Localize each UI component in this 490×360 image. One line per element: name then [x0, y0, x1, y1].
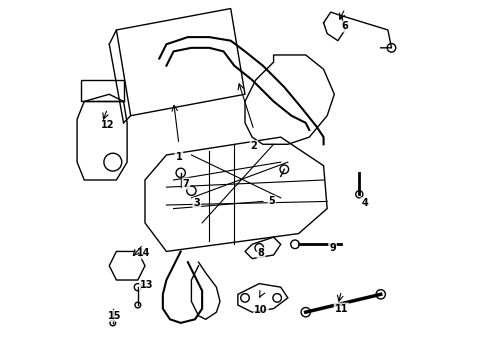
Text: 5: 5 [269, 197, 275, 206]
Text: 2: 2 [250, 141, 257, 151]
Text: 4: 4 [361, 198, 368, 208]
Text: 7: 7 [183, 179, 190, 189]
Text: 9: 9 [329, 243, 336, 253]
Text: 10: 10 [254, 305, 268, 315]
Text: 3: 3 [194, 198, 200, 208]
Text: 15: 15 [108, 311, 122, 321]
Text: 13: 13 [140, 280, 153, 291]
Text: 12: 12 [101, 120, 114, 130]
Text: 6: 6 [342, 21, 348, 31]
Text: 11: 11 [335, 303, 348, 314]
Text: 8: 8 [258, 248, 265, 258]
Text: 1: 1 [175, 152, 182, 162]
Text: 14: 14 [136, 248, 150, 258]
